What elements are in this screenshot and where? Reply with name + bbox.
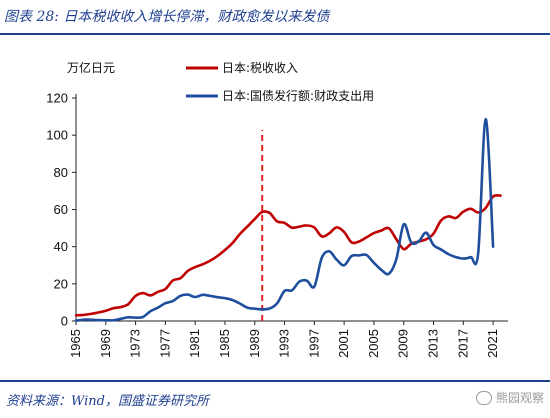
series-line-bond	[74, 117, 495, 322]
series-line-tax	[74, 194, 502, 317]
x-tick-label: 2009	[396, 329, 411, 358]
header-rule	[0, 33, 550, 35]
chart-title: 图表 28: 日本税收收入增长停滞，财政愈发以来发债	[4, 9, 330, 25]
watermark-text: 熊园观察	[495, 391, 544, 405]
source-note: 资料来源：Wind，国盛证券研究所	[6, 394, 209, 409]
x-tick-label: 1977	[157, 329, 172, 358]
footer-rule	[0, 380, 550, 382]
legend-tax-label: 日本:税收收入	[222, 61, 298, 75]
x-tick-label: 1965	[68, 329, 83, 358]
legend-bond-label: 日本:国债发行额:财政支出用	[222, 88, 374, 103]
y-tick-label: 100	[46, 128, 68, 143]
x-tick-label: 1985	[217, 329, 232, 358]
x-tick-label: 2001	[336, 329, 351, 358]
y-tick-label: 120	[46, 91, 68, 106]
x-tick-label: 1973	[128, 329, 143, 358]
axes: 0 20 40 60 80 100 120 1965 1969 1973 1977 1981 1985 1…	[46, 91, 508, 358]
x-tick-label: 1993	[277, 329, 292, 358]
x-tick-label: 1989	[247, 329, 262, 358]
wechat-icon	[475, 390, 492, 405]
x-tick-label: 1969	[98, 329, 113, 358]
x-tick-label: 1997	[306, 329, 321, 358]
y-tick-label: 80	[54, 165, 68, 180]
x-tick-label: 2021	[485, 329, 500, 358]
plot-area	[74, 117, 502, 322]
x-tick-label: 1981	[187, 329, 202, 358]
x-tick-label: 2017	[455, 329, 470, 358]
y-tick-label: 0	[61, 314, 68, 329]
line-chart: 万亿日元 日本:税收收入 日本:国债发行额:财政支出用 0 20 40 60 80 100…	[46, 60, 508, 358]
legend: 日本:税收收入 日本:国债发行额:财政支出用	[186, 61, 374, 103]
x-tick-label: 2013	[426, 329, 441, 358]
y-tick-label: 40	[54, 239, 68, 254]
watermark: 熊园观察	[475, 389, 544, 406]
y-tick-label: 20	[54, 276, 68, 291]
unit-label: 万亿日元	[67, 60, 115, 75]
x-tick-label: 2005	[366, 329, 381, 358]
y-tick-label: 60	[54, 202, 68, 217]
